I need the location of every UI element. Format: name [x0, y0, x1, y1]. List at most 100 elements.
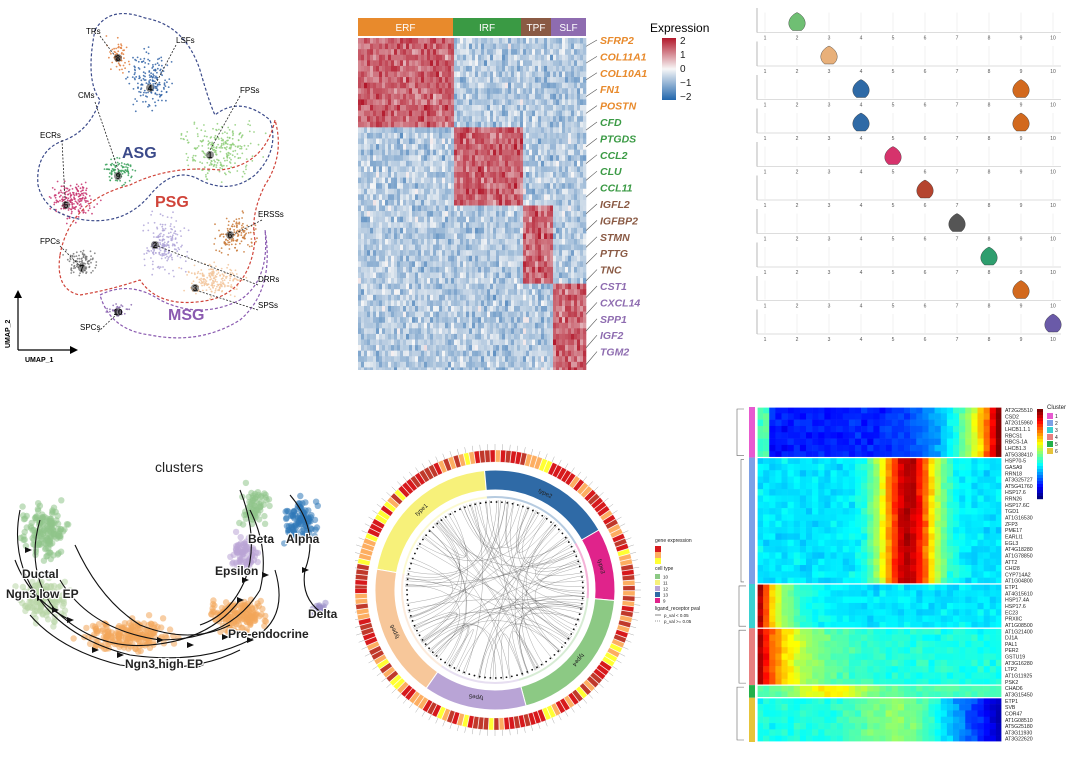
umap-point: [234, 269, 237, 272]
umap-point: [173, 243, 176, 246]
heatmap-cell: [550, 121, 554, 128]
umap-point: [120, 164, 123, 167]
heatmap-cell: [463, 172, 467, 178]
heatmap-cell: [526, 144, 530, 150]
heatmap-cell: [415, 216, 419, 223]
heatmap-cell: [433, 160, 437, 167]
umap-point: [159, 241, 161, 244]
heatmap-cell: [514, 110, 518, 117]
heatmap-cell: [580, 166, 584, 173]
heatmap-cell: [499, 272, 503, 279]
heatmap-cell: [571, 188, 575, 195]
umap-point: [166, 255, 168, 258]
heatmap-cell: [523, 93, 527, 100]
heatmap-cell: [535, 132, 539, 139]
heatmap-cell: [484, 127, 488, 134]
umap-point: [75, 205, 77, 208]
heatmap-cell: [412, 138, 416, 145]
heatmap-cell: [445, 88, 449, 95]
heatmap-cell: [430, 239, 434, 245]
heatmap-cell: [421, 233, 425, 240]
heatmap-cell: [436, 216, 440, 223]
umap-point: [247, 145, 250, 147]
heatmap-cell: [553, 121, 557, 128]
umap-point: [191, 156, 194, 159]
umap-point: [67, 193, 69, 196]
heatmap-cell: [541, 194, 545, 201]
heatmap-cell: [544, 255, 548, 262]
heatmap-cell: [469, 82, 473, 89]
heatmap-cell: [574, 132, 578, 139]
heatmap-cell: [565, 110, 569, 117]
umap-point: [227, 126, 230, 129]
heatmap-cell: [547, 93, 551, 100]
heatmap-cell: [499, 127, 503, 134]
heatmap-cell: [502, 172, 506, 178]
heatmap-cell: [451, 272, 455, 279]
heatmap-cell: [415, 71, 419, 78]
heatmap-cell: [487, 138, 491, 145]
umap-point: [115, 303, 117, 305]
heatmap-cell: [421, 132, 425, 139]
heatmap-cell: [478, 194, 482, 201]
heatmap-cell: [487, 250, 491, 257]
heatmap-cell: [406, 272, 410, 279]
heatmap-cell: [583, 216, 587, 223]
umap-point: [205, 280, 208, 282]
heatmap-cell: [439, 49, 443, 56]
heatmap-cell: [436, 65, 440, 72]
umap-point: [197, 135, 199, 138]
heatmap-cell: [385, 188, 389, 195]
heatmap-cell: [565, 49, 569, 56]
heatmap-cell: [436, 278, 440, 284]
heatmap-cell: [391, 278, 395, 284]
heatmap-cell: [436, 38, 440, 44]
heatmap-cell: [505, 49, 509, 56]
umap-point: [156, 83, 159, 86]
umap-point: [226, 132, 229, 135]
heatmap-cell: [376, 227, 380, 234]
heatmap-cell: [559, 222, 563, 229]
umap-point: [220, 281, 222, 283]
heatmap-cell: [532, 194, 536, 201]
heatmap-cell: [544, 216, 548, 223]
umap-point: [212, 268, 215, 271]
heatmap-cell: [508, 205, 512, 212]
heatmap-cell: [472, 116, 476, 123]
heatmap-cell: [448, 205, 452, 212]
heatmap-cell: [436, 222, 440, 229]
umap-point: [221, 273, 224, 276]
heatmap-cell: [550, 160, 554, 167]
heatmap-cell: [544, 121, 548, 128]
heatmap-cell: [559, 166, 563, 173]
heatmap-cell: [460, 93, 464, 100]
heatmap-cell: [376, 194, 380, 201]
heatmap-cell: [361, 138, 365, 145]
umap-point: [71, 255, 74, 258]
umap-point: [69, 200, 72, 203]
heatmap-cell: [538, 172, 542, 178]
heatmap-cell: [496, 110, 500, 117]
heatmap-cell: [466, 244, 470, 251]
heatmap-cell: [400, 216, 404, 223]
umap-point: [132, 56, 134, 59]
umap-point: [116, 36, 119, 39]
heatmap-cell: [457, 289, 461, 296]
heatmap-cell: [403, 65, 407, 72]
heatmap-cell: [469, 93, 473, 100]
umap-point: [206, 276, 209, 279]
umap-point: [147, 63, 150, 65]
heatmap-cell: [499, 65, 503, 72]
heatmap-cell: [457, 82, 461, 89]
heatmap-cell: [484, 239, 488, 245]
heatmap-cell: [442, 65, 446, 72]
heatmap-cell: [529, 60, 533, 67]
heatmap-cell: [481, 110, 485, 117]
heatmap-cell: [487, 132, 491, 139]
heatmap-cell: [541, 233, 545, 240]
heatmap-cell: [421, 127, 425, 134]
heatmap-cell: [385, 205, 389, 212]
heatmap-cell: [499, 227, 503, 234]
heatmap-cell: [436, 88, 440, 95]
